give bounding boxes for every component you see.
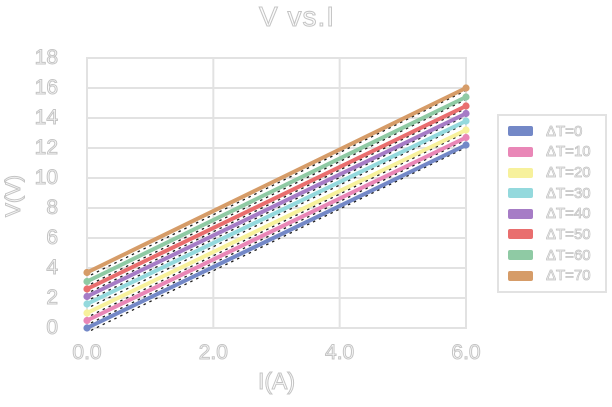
series-marker	[83, 268, 91, 277]
series-marker	[83, 292, 91, 301]
legend-label: ΔT=40	[546, 205, 591, 223]
series-marker	[462, 126, 470, 134]
legend-item: ΔT=20	[508, 162, 605, 183]
legend-label: ΔT=50	[546, 225, 591, 244]
y-axis-label: V(V)	[2, 175, 26, 218]
series-trendline	[90, 139, 467, 324]
legend-swatch	[508, 126, 533, 137]
series-line	[85, 95, 468, 284]
series-marker	[462, 117, 470, 125]
y-tick-label: 10	[34, 166, 58, 190]
series-line	[85, 135, 468, 323]
series-marker	[83, 285, 91, 293]
y-tick-label: 4	[46, 256, 59, 280]
series-marker	[462, 109, 470, 118]
legend-label: ΔT=20	[546, 164, 591, 182]
legend-swatch	[508, 208, 533, 219]
y-tick-label: 16	[34, 76, 58, 100]
legend-swatch	[508, 188, 533, 199]
series-marker	[83, 324, 91, 332]
series-marker	[83, 277, 91, 286]
series-trendline	[90, 146, 467, 331]
legend-label: ΔT=60	[546, 246, 591, 264]
series-marker	[83, 300, 91, 308]
y-tick-label: 6	[46, 226, 59, 250]
legend-label: ΔT=70	[546, 267, 591, 285]
legend-label: ΔT=0	[546, 122, 583, 140]
legend-item: ΔT=0	[508, 121, 605, 142]
x-tick-label: 4.0	[325, 341, 355, 365]
series-trendline	[90, 89, 467, 276]
legend-swatch	[508, 250, 533, 261]
legend-swatch	[508, 229, 533, 240]
legend-item: ΔT=30	[508, 183, 605, 204]
series-line	[85, 86, 468, 275]
y-tick-label: 2	[46, 286, 59, 310]
y-tick-label: 0	[46, 316, 59, 340]
series-trendline	[90, 131, 467, 316]
legend-label: ΔT=10	[546, 143, 591, 161]
legend: ΔT=0 ΔT=10 ΔT=20 ΔT=30 ΔT=40 ΔT=50 ΔT=60 ΔT=70	[497, 114, 607, 293]
series-line	[85, 111, 468, 299]
series-marker	[83, 309, 91, 317]
series-line	[85, 143, 468, 330]
series-marker	[462, 141, 470, 149]
y-tick-label: 14	[34, 106, 58, 130]
legend-item: ΔT=50	[508, 224, 605, 245]
legend-item: ΔT=60	[508, 245, 605, 266]
series-line	[85, 119, 468, 306]
series-marker	[462, 93, 470, 101]
series-trendline	[90, 107, 467, 292]
legend-item: ΔT=40	[508, 204, 605, 225]
legend-item: ΔT=10	[508, 142, 605, 163]
y-tick-label: 8	[46, 196, 59, 220]
series-trendline	[90, 115, 467, 300]
legend-label: ΔT=30	[546, 184, 591, 202]
x-tick-label: 6.0	[451, 341, 481, 365]
series-marker	[462, 102, 470, 110]
series-marker	[462, 133, 470, 142]
legend-swatch	[508, 167, 533, 178]
series-line	[85, 104, 468, 291]
legend-swatch	[508, 270, 533, 281]
plot-border	[86, 57, 467, 329]
x-axis-label: I(A)	[257, 368, 296, 395]
series-line	[85, 128, 468, 315]
legend-item: ΔT=70	[508, 265, 605, 286]
series-marker	[83, 316, 91, 325]
legend-swatch	[508, 146, 533, 157]
series-marker	[462, 84, 470, 92]
x-tick-label: 0.0	[72, 341, 102, 365]
y-tick-label: 18	[34, 46, 58, 70]
x-tick-label: 2.0	[198, 341, 228, 365]
chart-title: V vs.I	[258, 1, 335, 33]
y-tick-label: 12	[34, 136, 58, 160]
series-trendline	[90, 98, 467, 285]
series-trendline	[90, 122, 467, 307]
